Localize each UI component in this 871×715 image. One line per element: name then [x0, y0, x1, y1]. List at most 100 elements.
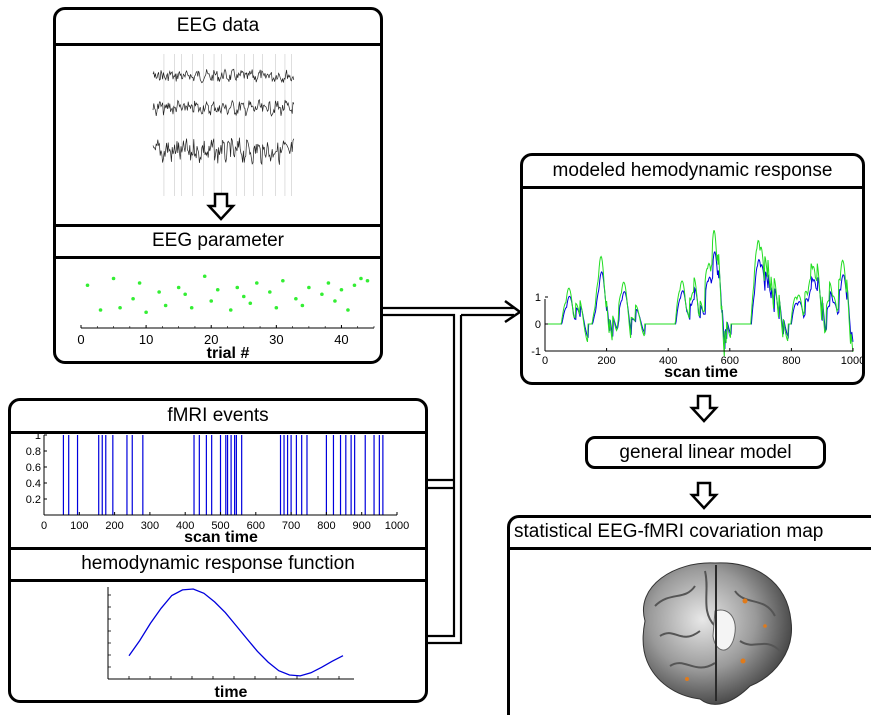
eeg-param-point [294, 296, 298, 301]
fmri-xlabel: scan time [184, 529, 258, 546]
fmri-xtick-label: 0 [41, 520, 47, 532]
eeg-param-point [118, 305, 122, 310]
fmri-xtick-label: 800 [317, 520, 335, 532]
eeg-param-point [157, 290, 161, 294]
eeg-param-point [320, 292, 324, 297]
right-arrow-icon [504, 299, 523, 324]
fmri-xtick-label: 500 [211, 520, 229, 532]
eeg-param-point [215, 287, 220, 292]
eeg-param-point [359, 276, 363, 281]
fmri-ytick-label: 0.2 [26, 494, 41, 506]
eeg-param-point [365, 278, 370, 283]
model-xtick-label: 400 [659, 355, 677, 367]
fmri-ytick-label: 0.8 [26, 446, 41, 458]
eeg-panel: EEG data EEG parameter 0 10 20 30 40 trial # [53, 7, 383, 364]
eeg-param-point [137, 281, 142, 285]
fmri-events-title: fMRI events [167, 405, 269, 426]
eeg-param-divider-top [56, 224, 380, 227]
eeg-param-point [176, 285, 181, 290]
model-panel: modeled hemodynamic response 1 0 -1 0 200 40… [520, 153, 865, 385]
eeg-param-point [183, 292, 187, 297]
eeg-param-point [307, 285, 311, 290]
trial-tick-label: 0 [77, 332, 84, 347]
model-ytick-label: 1 [535, 292, 541, 304]
trial-tick-label: 30 [269, 332, 283, 347]
eeg-param-point [85, 283, 90, 288]
eeg-param-point [346, 308, 350, 312]
hrf-title: hemodynamic response function [81, 553, 355, 574]
eeg-trace [152, 98, 295, 117]
eeg-param-point [274, 305, 279, 310]
fmri-xtick-label: 100 [70, 520, 88, 532]
down-arrow-icon [206, 192, 236, 221]
model-xtick-label: 600 [721, 355, 739, 367]
model-xtick-label: 1000 [841, 355, 862, 367]
eeg-parameter-chart: 0 10 20 30 40 trial # [77, 274, 375, 362]
eeg-trace [152, 137, 295, 166]
eeg-param-point [241, 294, 246, 299]
fmri-ytick-label: 0.4 [26, 478, 41, 490]
eeg-data-title: EEG data [176, 15, 260, 36]
model-ytick-label: -1 [531, 346, 541, 358]
eeg-param-point [255, 281, 259, 285]
eeg-traces [152, 54, 295, 196]
fmri-xtick-label: 900 [353, 520, 371, 532]
eeg-param-point [144, 310, 148, 315]
eeg-param-point [111, 276, 116, 281]
down-arrow-icon [689, 481, 719, 510]
model-series-blue [545, 251, 854, 350]
fmri-xtick-label: 1000 [385, 520, 409, 532]
eeg-param-point [228, 308, 233, 312]
hrf-curve [128, 588, 344, 677]
hrf-divider-bottom [11, 579, 425, 582]
eeg-param-point [235, 285, 240, 290]
fmri-xtick-label: 600 [247, 520, 265, 532]
model-series-green [545, 230, 854, 357]
model-xtick-label: 800 [782, 355, 800, 367]
eeg-param-point [300, 303, 305, 308]
model-xlabel: scan time [664, 364, 738, 381]
model-chart: 10-1 02004006008001000 scan time [531, 230, 862, 381]
eeg-param-point [202, 274, 207, 279]
model-xtick-label: 0 [542, 355, 548, 367]
down-arrow-icon [689, 394, 719, 423]
fmri-xtick-label: 400 [176, 520, 194, 532]
eeg-param-point [189, 305, 194, 310]
model-title: modeled hemodynamic response [552, 160, 833, 181]
trial-tick-label: 20 [204, 332, 218, 347]
fmri-xtick-label: 700 [282, 520, 300, 532]
fmri-xtick-label: 300 [141, 520, 159, 532]
hrf-divider-top [11, 547, 425, 550]
eeg-title-divider [56, 43, 380, 46]
eeg-param-point [248, 301, 253, 306]
model-title-divider [523, 186, 862, 189]
eeg-param-point [333, 299, 337, 303]
eeg-param-point [352, 283, 357, 288]
fmri-ytick-label: 1 [35, 431, 41, 442]
fmri-xtick-label: 200 [105, 520, 123, 532]
brain-image [642, 562, 792, 705]
fmri-panel: fMRI events 0.2 0.4 0.6 0.8 1 0 100 200 300 400 5… [8, 398, 428, 703]
hrf-xlabel: time [215, 684, 248, 701]
trial-axis-label: trial # [207, 345, 250, 362]
eeg-param-point [163, 303, 168, 308]
eeg-param-point [268, 290, 272, 294]
eeg-param-point [98, 308, 103, 312]
fmri-events-chart: 0.2 0.4 0.6 0.8 1 0 100 200 300 400 500 600 700 800 9… [26, 431, 410, 546]
hrf-chart: time [107, 587, 354, 701]
fmri-ytick-label: 0.6 [26, 462, 41, 474]
fmri-title-divider [11, 431, 425, 434]
eeg-param-point [326, 281, 331, 285]
model-xtick-label: 200 [597, 355, 615, 367]
eeg-param-divider-bottom [56, 256, 380, 259]
eeg-parameter-title: EEG parameter [152, 230, 284, 251]
eeg-param-point [131, 296, 135, 301]
eeg-trace [152, 68, 295, 84]
eeg-param-point [281, 278, 285, 283]
model-ytick-label: 0 [535, 319, 541, 331]
trial-tick-label: 10 [139, 332, 153, 347]
eeg-param-point [339, 287, 344, 292]
eeg-param-point [209, 299, 214, 303]
trial-tick-label: 40 [334, 332, 348, 347]
map-title: statistical EEG-fMRI covariation map [514, 521, 824, 542]
